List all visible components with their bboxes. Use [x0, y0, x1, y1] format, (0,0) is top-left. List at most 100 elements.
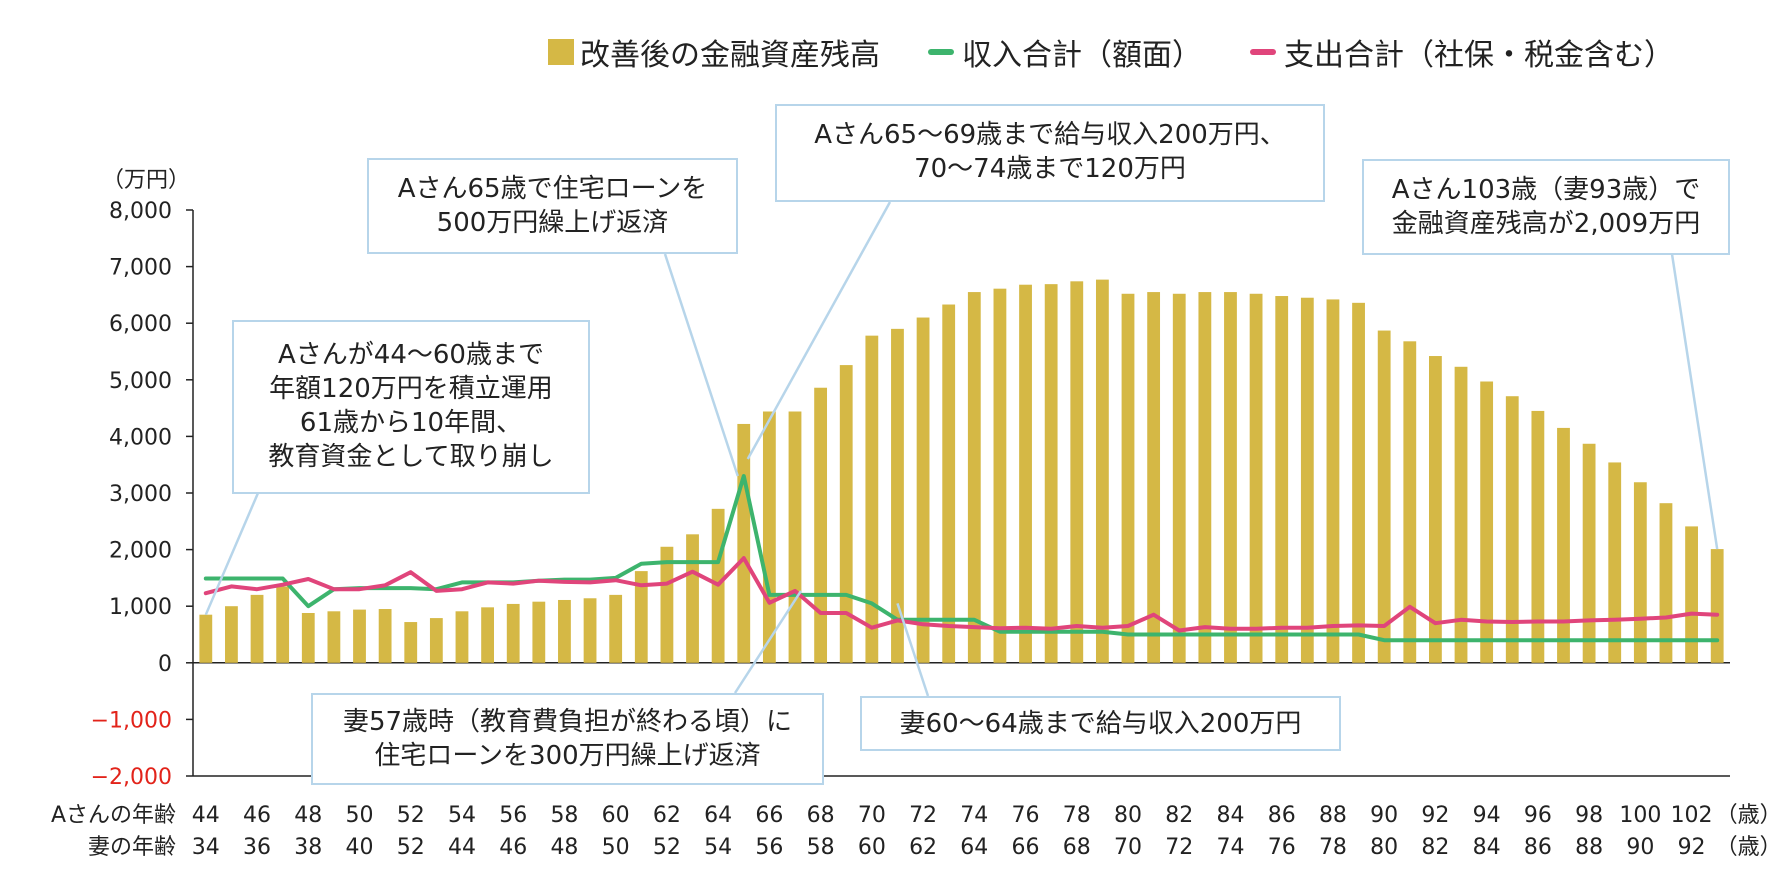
y-tick-label: 0 — [158, 652, 172, 677]
x-tick-label: 88 — [1319, 803, 1347, 828]
annotation-line: 61歳から10年間、 — [299, 408, 523, 438]
balance-bar — [1685, 526, 1698, 663]
annotation-prepay-500: Aさん65歳で住宅ローンを 500万円繰上げ返済 — [367, 158, 738, 254]
annotation-line: Aさんが44〜60歳まで — [278, 340, 544, 370]
annotation-line: 教育資金として取り崩し — [268, 442, 554, 472]
x-tick-label: 50 — [602, 835, 630, 860]
x-tick-label: 78 — [1063, 803, 1091, 828]
x-tick-label: 98 — [1575, 803, 1603, 828]
balance-bar — [916, 317, 930, 663]
x-tick-label: 66 — [1012, 835, 1040, 860]
x-tick-label: 54 — [448, 803, 476, 828]
legend-label-expense: 支出合計（社保・税金含む） — [1284, 38, 1674, 73]
annotation-line: Aさん65歳で住宅ローンを — [397, 174, 708, 204]
balance-bar — [609, 594, 623, 663]
x-tick-label: 80 — [1370, 835, 1398, 860]
balance-bar — [993, 288, 1007, 663]
y-tick-labels: 8,000 7,000 6,000 5,000 4,000 3,000 2,000 1,000… — [91, 199, 172, 790]
balance-bar — [1377, 330, 1391, 663]
callout-leader-line — [1670, 253, 1719, 550]
legend-item-income: 収入合計（額面） — [928, 30, 1202, 74]
annotation-salary-a: Aさん65〜69歳まで給与収入200万円、 70〜74歳まで120万円 — [775, 104, 1325, 202]
balance-bar — [865, 335, 879, 663]
balance-bar — [1710, 549, 1724, 663]
x-tick-label: 80 — [1114, 803, 1142, 828]
x-tick-label: 46 — [243, 803, 271, 828]
x-tick-label: 70 — [1114, 835, 1142, 860]
y-tick-label: 7,000 — [109, 256, 172, 281]
x-tick-label: 76 — [1012, 803, 1040, 828]
x-tick-label: 86 — [1268, 803, 1296, 828]
balance-bar — [1070, 281, 1084, 663]
annotation-savings-plan: Aさんが44〜60歳まで 年額120万円を積立運用 61歳から10年間、 教育資… — [232, 320, 590, 494]
balance-bar — [250, 594, 264, 663]
annotation-line: Aさん65〜69歳まで給与収入200万円、 — [814, 120, 1286, 150]
x-tick-label: 60 — [858, 835, 886, 860]
balance-bar — [301, 612, 315, 663]
legend-swatch-income — [928, 49, 954, 55]
balance-bar — [1224, 292, 1237, 663]
x-axis-unit: （歳） — [1716, 835, 1780, 860]
legend-swatch-balance — [548, 39, 574, 65]
x-tick-label: 40 — [346, 835, 374, 860]
x-axis-row-label: Aさんの年齢 — [51, 803, 176, 828]
balance-bar — [1095, 279, 1109, 663]
x-tick-label: 50 — [346, 803, 374, 828]
x-tick-label: 48 — [294, 803, 322, 828]
x-tick-label: 90 — [1626, 835, 1654, 860]
balance-bar — [506, 603, 520, 663]
x-tick-label: 88 — [1575, 835, 1603, 860]
x-tick-label: 78 — [1319, 835, 1347, 860]
x-tick-label: 58 — [807, 835, 835, 860]
x-tick-label: 100 — [1619, 803, 1661, 828]
y-tick-label: 6,000 — [109, 312, 172, 337]
balance-bar — [891, 328, 904, 663]
x-tick-label: 58 — [550, 803, 578, 828]
callout-leaders — [204, 201, 1719, 697]
annotation-line: 住宅ローンを300万円繰上げ返済 — [374, 741, 761, 771]
x-tick-label: 62 — [909, 835, 937, 860]
x-tick-label: 72 — [1165, 835, 1193, 860]
balance-bar — [1480, 381, 1494, 663]
x-tick-label: 72 — [909, 803, 937, 828]
balance-bar — [378, 609, 392, 663]
callout-leader-line — [733, 590, 803, 694]
balance-bar — [1429, 356, 1442, 663]
x-tick-label: 102 — [1671, 803, 1713, 828]
balance-bar — [1505, 396, 1519, 663]
balance-bar — [814, 387, 828, 663]
balance-bar — [455, 611, 469, 663]
x-tick-label: 74 — [1216, 835, 1244, 860]
x-tick-label: 62 — [653, 803, 681, 828]
balance-bar — [353, 609, 366, 663]
y-tick-label: 5,000 — [109, 369, 172, 394]
balance-bar — [1531, 410, 1545, 663]
x-tick-label: 64 — [704, 803, 732, 828]
legend-item-expense: 支出合計（社保・税金含む） — [1250, 30, 1674, 74]
x-tick-label: 68 — [1063, 835, 1091, 860]
balance-bar — [686, 534, 699, 663]
y-tick-label: 2,000 — [109, 539, 172, 564]
x-tick-label: 94 — [1473, 803, 1501, 828]
x-tick-label: 44 — [448, 835, 476, 860]
x-tick-label: 60 — [602, 803, 630, 828]
balance-bar — [1557, 427, 1570, 663]
balance-bar — [1608, 462, 1622, 663]
balance-bar — [558, 599, 571, 663]
balance-bar — [1275, 296, 1289, 663]
annotation-line: 妻60〜64歳まで給与収入200万円 — [899, 709, 1302, 739]
x-tick-label: 82 — [1165, 803, 1193, 828]
balance-bar — [1044, 284, 1058, 663]
balance-bar — [1454, 366, 1468, 663]
x-tick-label: 92 — [1678, 835, 1706, 860]
balance-bar — [1403, 341, 1417, 663]
balance-bar — [1300, 297, 1314, 663]
x-tick-label: 68 — [807, 803, 835, 828]
x-tick-label: 38 — [294, 835, 322, 860]
x-tick-label: 46 — [499, 835, 527, 860]
balance-bar — [327, 611, 341, 663]
series-lines — [203, 474, 1720, 643]
balance-bar — [1352, 302, 1365, 663]
balance-bar — [1147, 292, 1161, 663]
